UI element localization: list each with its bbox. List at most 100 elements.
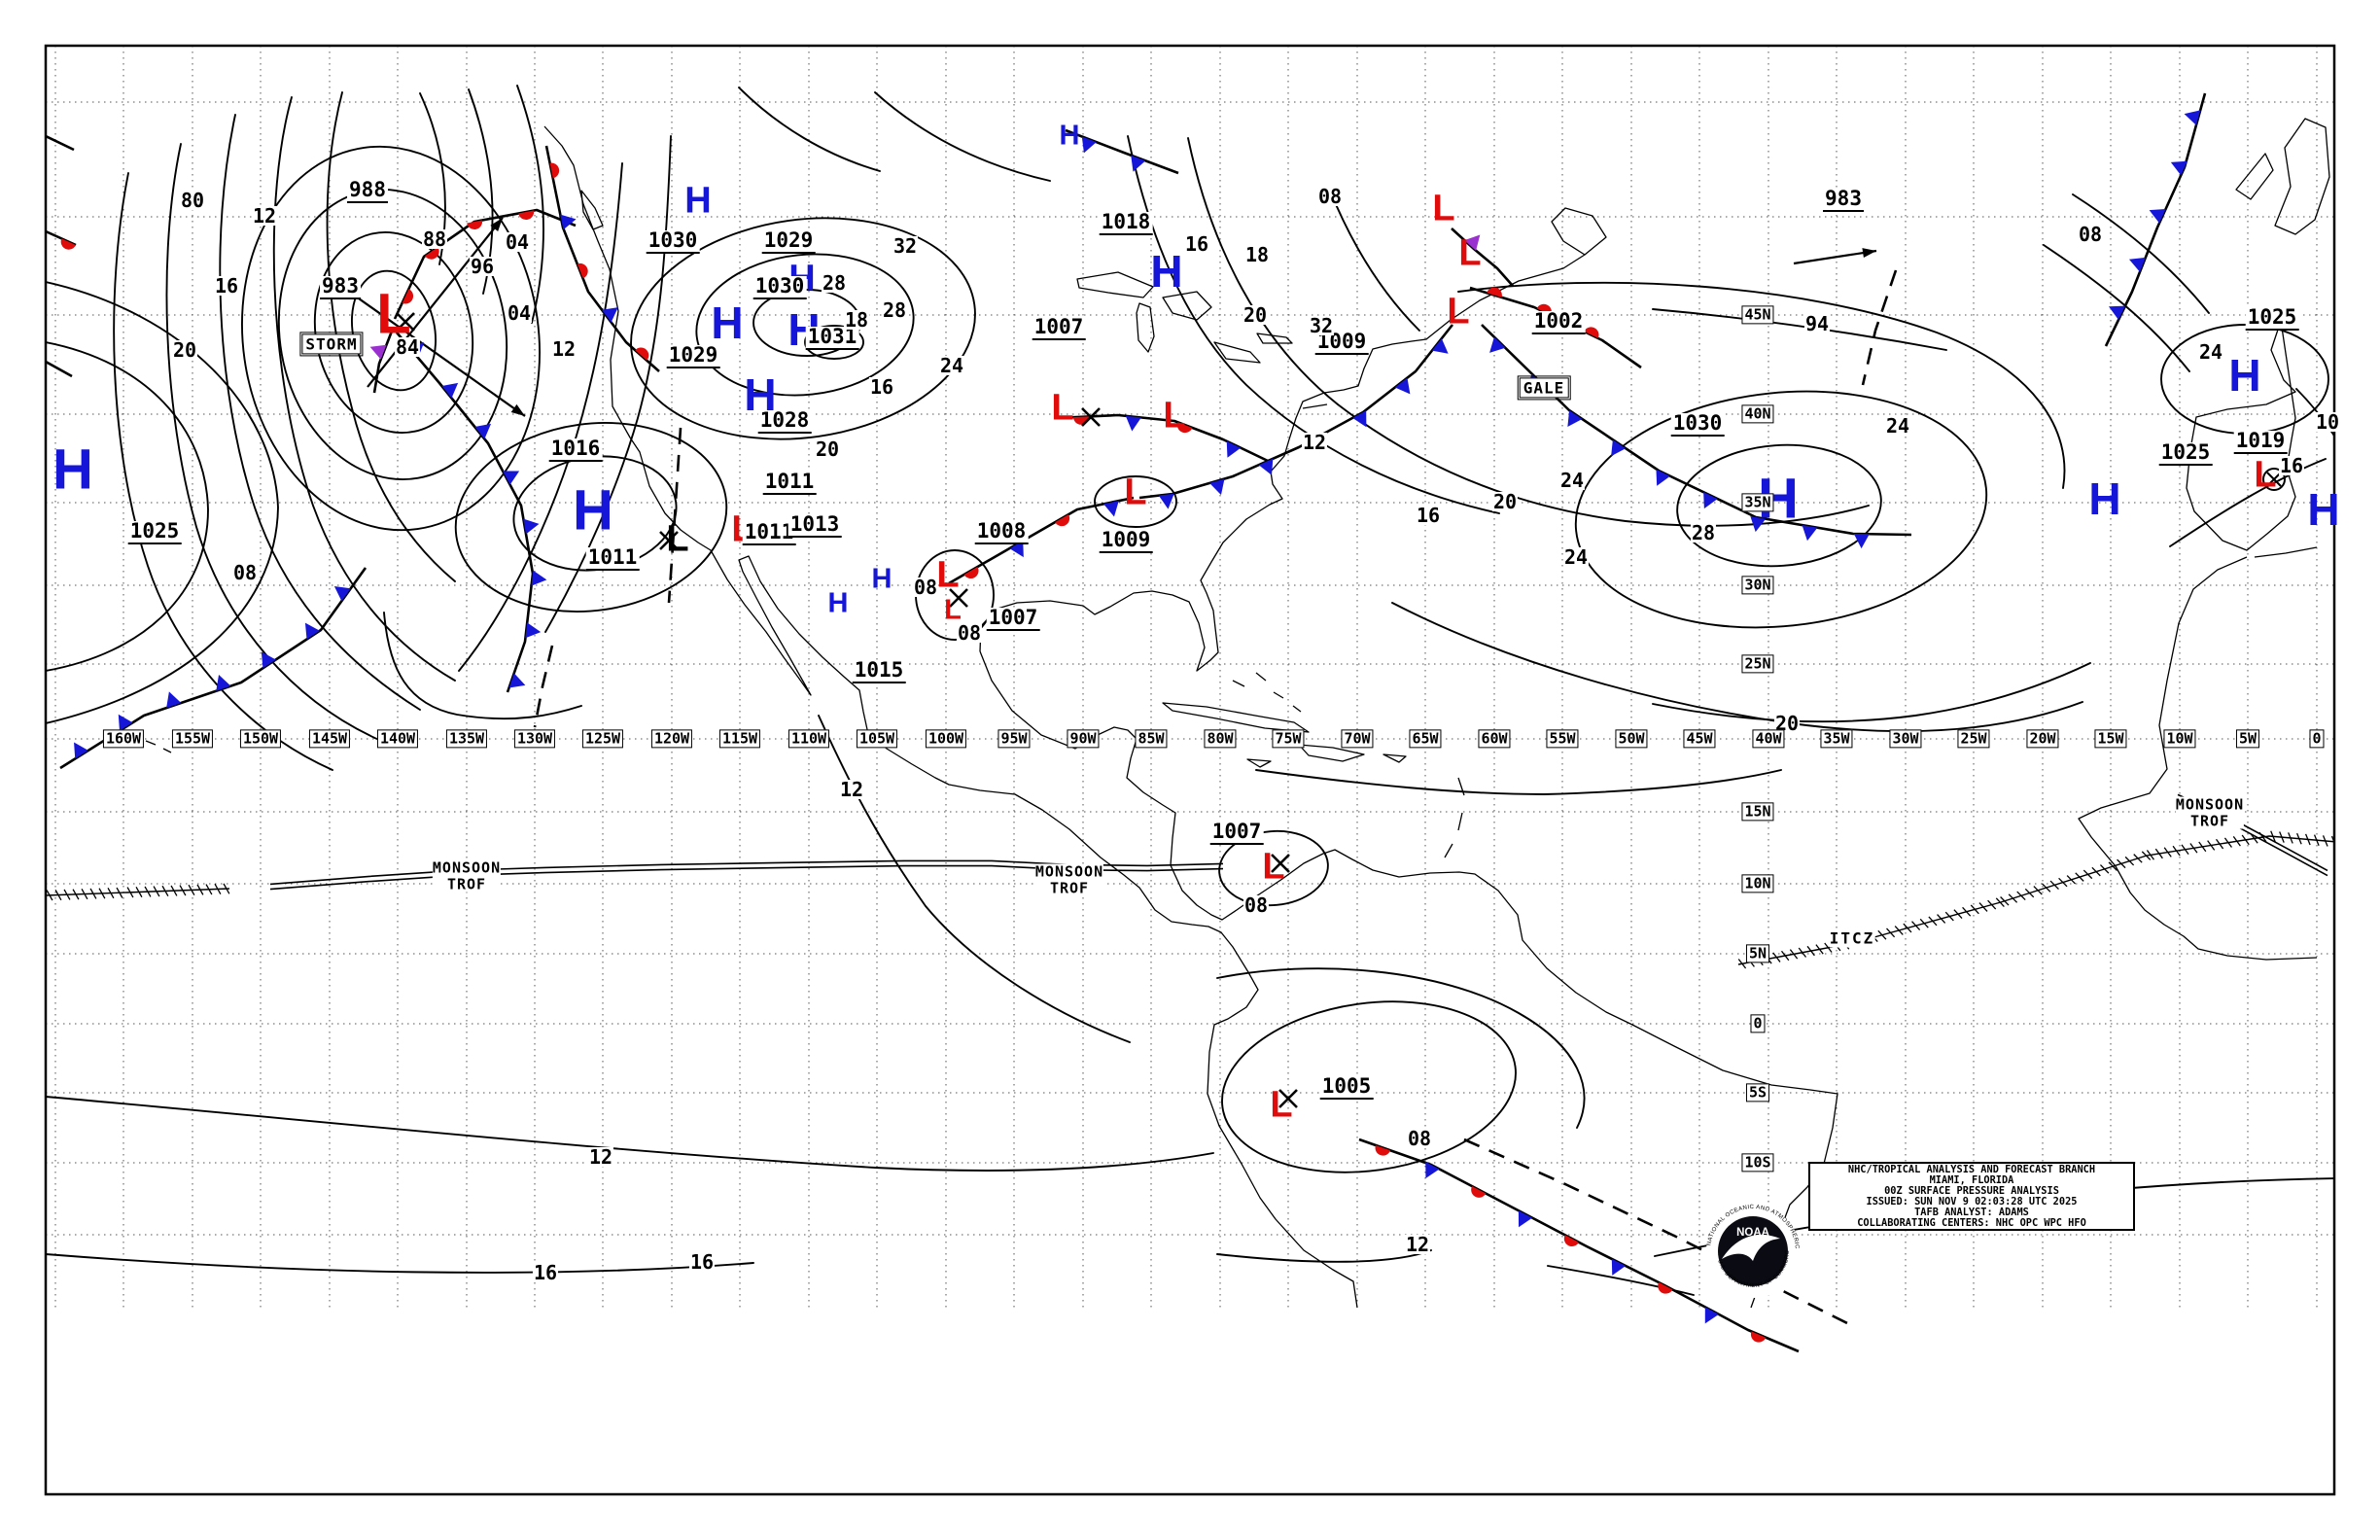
pressure-value-label: 1028: [757, 408, 812, 434]
longitude-label: 70W: [1341, 729, 1374, 749]
pressure-value-label: 1029: [761, 228, 816, 254]
high-pressure-symbol: H: [871, 563, 892, 595]
longitude-label: 65W: [1409, 729, 1442, 749]
pressure-value-label: 1011: [742, 520, 796, 545]
monsoon-trough-label: MONSOON TROF: [1034, 862, 1104, 896]
longitude-label: 105W: [856, 729, 898, 749]
monsoon-trough-label-line: TROF: [446, 875, 487, 892]
longitude-label: 150W: [239, 729, 282, 749]
latitude-label: 35N: [1741, 493, 1774, 512]
isobar-value-label: 12: [550, 337, 578, 361]
high-pressure-symbol: H: [2307, 484, 2340, 536]
low-pressure-symbol: L: [1262, 846, 1285, 888]
isobar-value-label: 80: [179, 189, 206, 212]
thermal-low-symbol: L: [666, 518, 689, 560]
longitude-label: 90W: [1067, 729, 1100, 749]
info-box-line: COLLABORATING CENTERS: NHC OPC WPC HFO: [1857, 1216, 2086, 1229]
longitude-label: 30W: [1889, 729, 1922, 749]
latlon-grid: [46, 46, 2334, 1308]
longitude-label: 110W: [788, 729, 830, 749]
monsoon-trough-label-line: MONSOON: [2175, 795, 2245, 814]
pressure-value-label: 1011: [762, 470, 817, 495]
isobar-value-label: 08: [1406, 1127, 1433, 1150]
longitude-label: 155W: [171, 729, 214, 749]
isobar-value-label: 20: [1242, 303, 1269, 327]
low-pressure-symbol: L: [1432, 188, 1455, 229]
high-pressure-symbol: H: [2088, 473, 2121, 525]
isobar-value-label: 16: [868, 375, 895, 399]
high-pressure-symbol: H: [1059, 120, 1080, 152]
pressure-value-label: 1018: [1099, 210, 1153, 235]
pressure-value-label: 1002: [1531, 309, 1586, 334]
pressure-value-label: 983: [1823, 187, 1864, 212]
pressure-value-label: 1005: [1319, 1074, 1374, 1100]
isobar-value-label: 08: [1242, 893, 1270, 917]
longitude-label: 130W: [513, 729, 556, 749]
pressure-value-label: 1030: [752, 274, 807, 299]
low-pressure-symbol: L: [936, 554, 960, 596]
longitude-label: 75W: [1272, 729, 1305, 749]
pressure-value-label: 1025: [2245, 305, 2299, 331]
latitude-label: 5N: [1745, 944, 1770, 963]
pressure-value-label: 1007: [986, 606, 1040, 631]
info-box-line: 00Z SURFACE PRESSURE ANALYSIS: [1884, 1184, 2059, 1197]
isobar-value-label: 08: [956, 621, 983, 645]
itcz-label: ITCZ: [1829, 928, 1875, 948]
isobar-value-label: 94: [1803, 312, 1831, 335]
noaa-seabird-icon: [1722, 1234, 1780, 1261]
longitude-label: 85W: [1135, 729, 1168, 749]
longitude-label: 160W: [102, 729, 145, 749]
isobar-value-label: 24: [938, 354, 965, 377]
high-pressure-symbol: H: [744, 369, 777, 421]
isobar-value-label: 28: [881, 298, 908, 322]
low-pressure-symbol: L: [1270, 1084, 1293, 1126]
isobar-value-label: 24: [2197, 340, 2224, 364]
isobar-value-label: 20: [1773, 712, 1801, 735]
troughs-and-itcz: [46, 217, 2334, 1328]
isobar-value-label: 12: [838, 778, 865, 801]
monsoon-trough-label-line: MONSOON: [1034, 862, 1104, 881]
noaa-logo-text: NOAA: [1736, 1227, 1769, 1239]
high-pressure-symbol: H: [2228, 350, 2261, 402]
isobar-value-label: 08: [2077, 223, 2104, 246]
isobar-value-label: 24: [1558, 469, 1586, 492]
isobar-value-label: 16: [1183, 232, 1210, 256]
isobar-value-label: 20: [1491, 490, 1519, 513]
latitude-label: 40N: [1741, 404, 1774, 424]
pressure-value-label: 1025: [2158, 440, 2213, 466]
pressure-value-label: 1019: [2233, 429, 2288, 454]
pressure-value-label: 1013: [788, 512, 842, 538]
pressure-value-label: 1008: [974, 519, 1029, 544]
longitude-label: 145W: [308, 729, 351, 749]
weather-fronts: [46, 92, 2207, 1353]
isobar-value-label: 24: [1884, 414, 1911, 438]
isobar-value-label: 04: [506, 301, 533, 325]
analysis-info-box: NHC/TROPICAL ANALYSIS AND FORECAST BRANC…: [1808, 1162, 2135, 1231]
longitude-label: 35W: [1820, 729, 1853, 749]
low-pressure-symbol: L: [1447, 291, 1470, 332]
low-pressure-symbol: L: [1051, 387, 1074, 429]
latitude-label: 45N: [1741, 305, 1774, 325]
info-box-line: TAFB ANALYST: ADAMS: [1914, 1206, 2029, 1218]
longitude-label: 15W: [2094, 729, 2127, 749]
longitude-label: 140W: [376, 729, 419, 749]
isobar-value-label: 20: [171, 338, 198, 362]
longitude-label: 115W: [718, 729, 761, 749]
monsoon-trough-label-line: MONSOON: [432, 858, 502, 877]
isobar-value-label: 12: [587, 1145, 614, 1169]
isobar-value-label: 84: [394, 335, 421, 359]
high-pressure-symbol: H: [1150, 246, 1183, 298]
latitude-label: 5S: [1745, 1083, 1770, 1102]
longitude-label: 55W: [1546, 729, 1579, 749]
pressure-value-label: 1011: [585, 545, 640, 571]
high-pressure-symbol: H: [52, 438, 93, 502]
longitude-label: 100W: [925, 729, 967, 749]
longitude-label: 120W: [650, 729, 693, 749]
isobars: [46, 85, 2334, 1296]
isobar-value-label: 08: [1316, 185, 1344, 208]
longitude-label: 135W: [445, 729, 488, 749]
longitude-label: 125W: [581, 729, 624, 749]
gale-warning-label: GALE: [1517, 374, 1571, 402]
